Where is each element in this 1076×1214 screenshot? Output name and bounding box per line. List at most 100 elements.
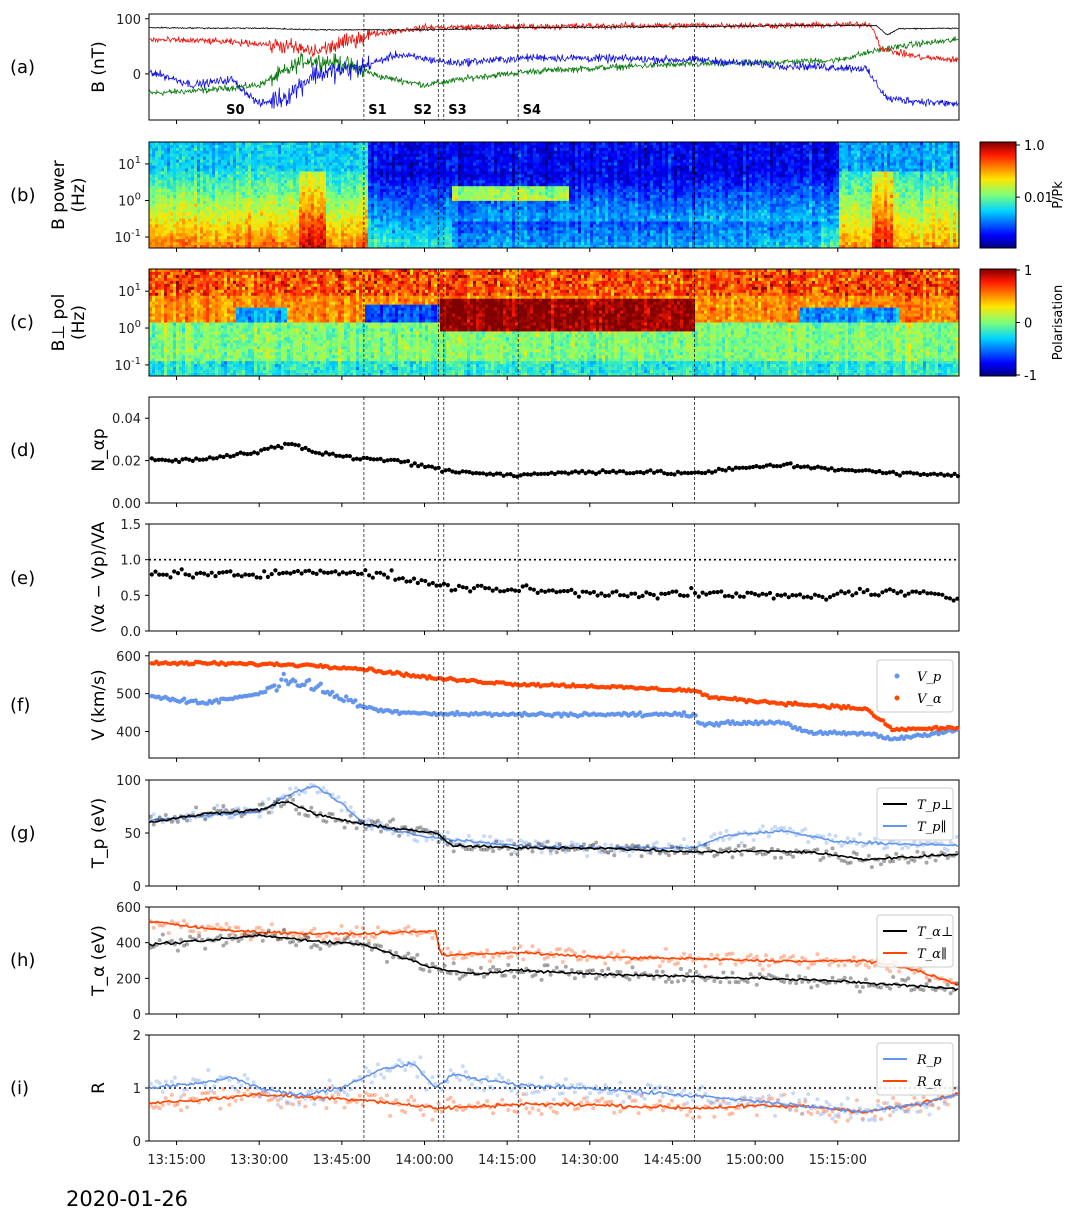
sample-point xyxy=(724,1101,729,1106)
sample-point xyxy=(860,985,865,990)
sample-point xyxy=(242,1073,247,1077)
sample-point xyxy=(594,840,599,845)
data-point xyxy=(505,587,510,593)
colorbar-label-b: P/Pk xyxy=(1051,181,1066,209)
sample-point xyxy=(236,939,241,944)
sample-point xyxy=(539,850,544,855)
data-point xyxy=(932,591,938,596)
series-V_p xyxy=(149,671,960,742)
sample-point xyxy=(730,951,735,956)
sample-point xyxy=(182,943,186,948)
sample-point xyxy=(869,865,874,870)
sample-point xyxy=(806,1110,811,1114)
sample-point xyxy=(242,811,247,816)
data-point xyxy=(494,471,499,476)
panel-label-b: (b) xyxy=(10,185,35,206)
data-point xyxy=(640,593,645,599)
sample-point xyxy=(166,1101,171,1106)
data-point xyxy=(607,470,612,475)
sample-point xyxy=(848,860,853,865)
sample-point xyxy=(412,956,417,961)
data-point xyxy=(334,453,339,458)
sample-point xyxy=(188,818,193,823)
data-point xyxy=(554,590,559,595)
data-point xyxy=(258,575,263,580)
sample-point xyxy=(269,1097,274,1102)
data-point xyxy=(248,451,253,456)
sample-point xyxy=(151,822,156,827)
sample-point xyxy=(479,1080,483,1085)
sample-point xyxy=(169,938,174,943)
sample-point xyxy=(442,963,447,968)
data-point xyxy=(168,575,173,580)
sample-point xyxy=(548,972,553,977)
sample-point xyxy=(715,852,720,857)
sample-point xyxy=(715,1098,720,1103)
data-point xyxy=(259,448,264,453)
data-point xyxy=(190,458,195,463)
sample-point xyxy=(666,977,671,981)
data-point xyxy=(412,461,417,466)
sample-point xyxy=(497,967,502,972)
sample-point xyxy=(691,846,696,851)
sample-point xyxy=(285,1101,289,1106)
sample-point xyxy=(921,850,926,855)
data-point xyxy=(494,586,499,591)
ytick-g: 50 xyxy=(124,827,141,842)
sample-point xyxy=(697,1087,702,1092)
sample-point xyxy=(497,953,502,958)
sample-point xyxy=(909,857,914,862)
sample-point xyxy=(536,841,541,846)
sample-point xyxy=(591,842,596,847)
sample-point xyxy=(303,790,308,795)
sample-point xyxy=(363,1091,368,1096)
data-point xyxy=(221,454,226,460)
sample-point xyxy=(885,967,890,971)
sample-point xyxy=(312,926,317,931)
sample-point xyxy=(569,968,574,972)
sample-point xyxy=(412,838,417,842)
data-point xyxy=(938,471,944,476)
sample-point xyxy=(448,1068,453,1073)
ytick-e: 1.5 xyxy=(120,518,141,533)
sample-point xyxy=(794,833,799,838)
sample-point xyxy=(318,1097,323,1102)
sample-point xyxy=(900,977,905,982)
data-point xyxy=(550,588,555,593)
sample-point xyxy=(533,1089,538,1094)
sample-point xyxy=(660,1094,665,1099)
sample-point xyxy=(157,938,162,943)
data-point xyxy=(887,470,892,475)
sample-point xyxy=(830,1116,835,1121)
sample-point xyxy=(512,841,517,846)
sample-point xyxy=(324,1106,329,1111)
sample-point xyxy=(197,931,202,936)
data-point xyxy=(546,588,552,593)
sample-point xyxy=(175,820,180,824)
sample-point xyxy=(712,1100,717,1105)
data-point xyxy=(600,468,605,473)
data-point xyxy=(591,589,597,595)
sample-point xyxy=(221,943,226,948)
sample-point xyxy=(827,832,832,837)
legend-marker xyxy=(894,673,900,679)
sample-point xyxy=(733,962,738,967)
legend-label: T_α∥ xyxy=(917,947,947,962)
sample-point xyxy=(203,817,208,822)
data-point xyxy=(932,471,937,476)
data-point xyxy=(187,457,192,462)
sample-point xyxy=(163,1096,168,1101)
sample-point xyxy=(657,1099,662,1103)
data-point xyxy=(771,464,776,469)
sample-point xyxy=(857,1106,862,1111)
data-point xyxy=(689,586,694,591)
sample-point xyxy=(321,786,326,790)
sample-point xyxy=(282,928,286,933)
sample-point xyxy=(709,834,714,839)
data-point xyxy=(781,462,786,467)
sample-point xyxy=(333,937,338,941)
data-point xyxy=(190,575,196,580)
sample-point xyxy=(773,824,777,829)
data-point xyxy=(528,472,534,477)
